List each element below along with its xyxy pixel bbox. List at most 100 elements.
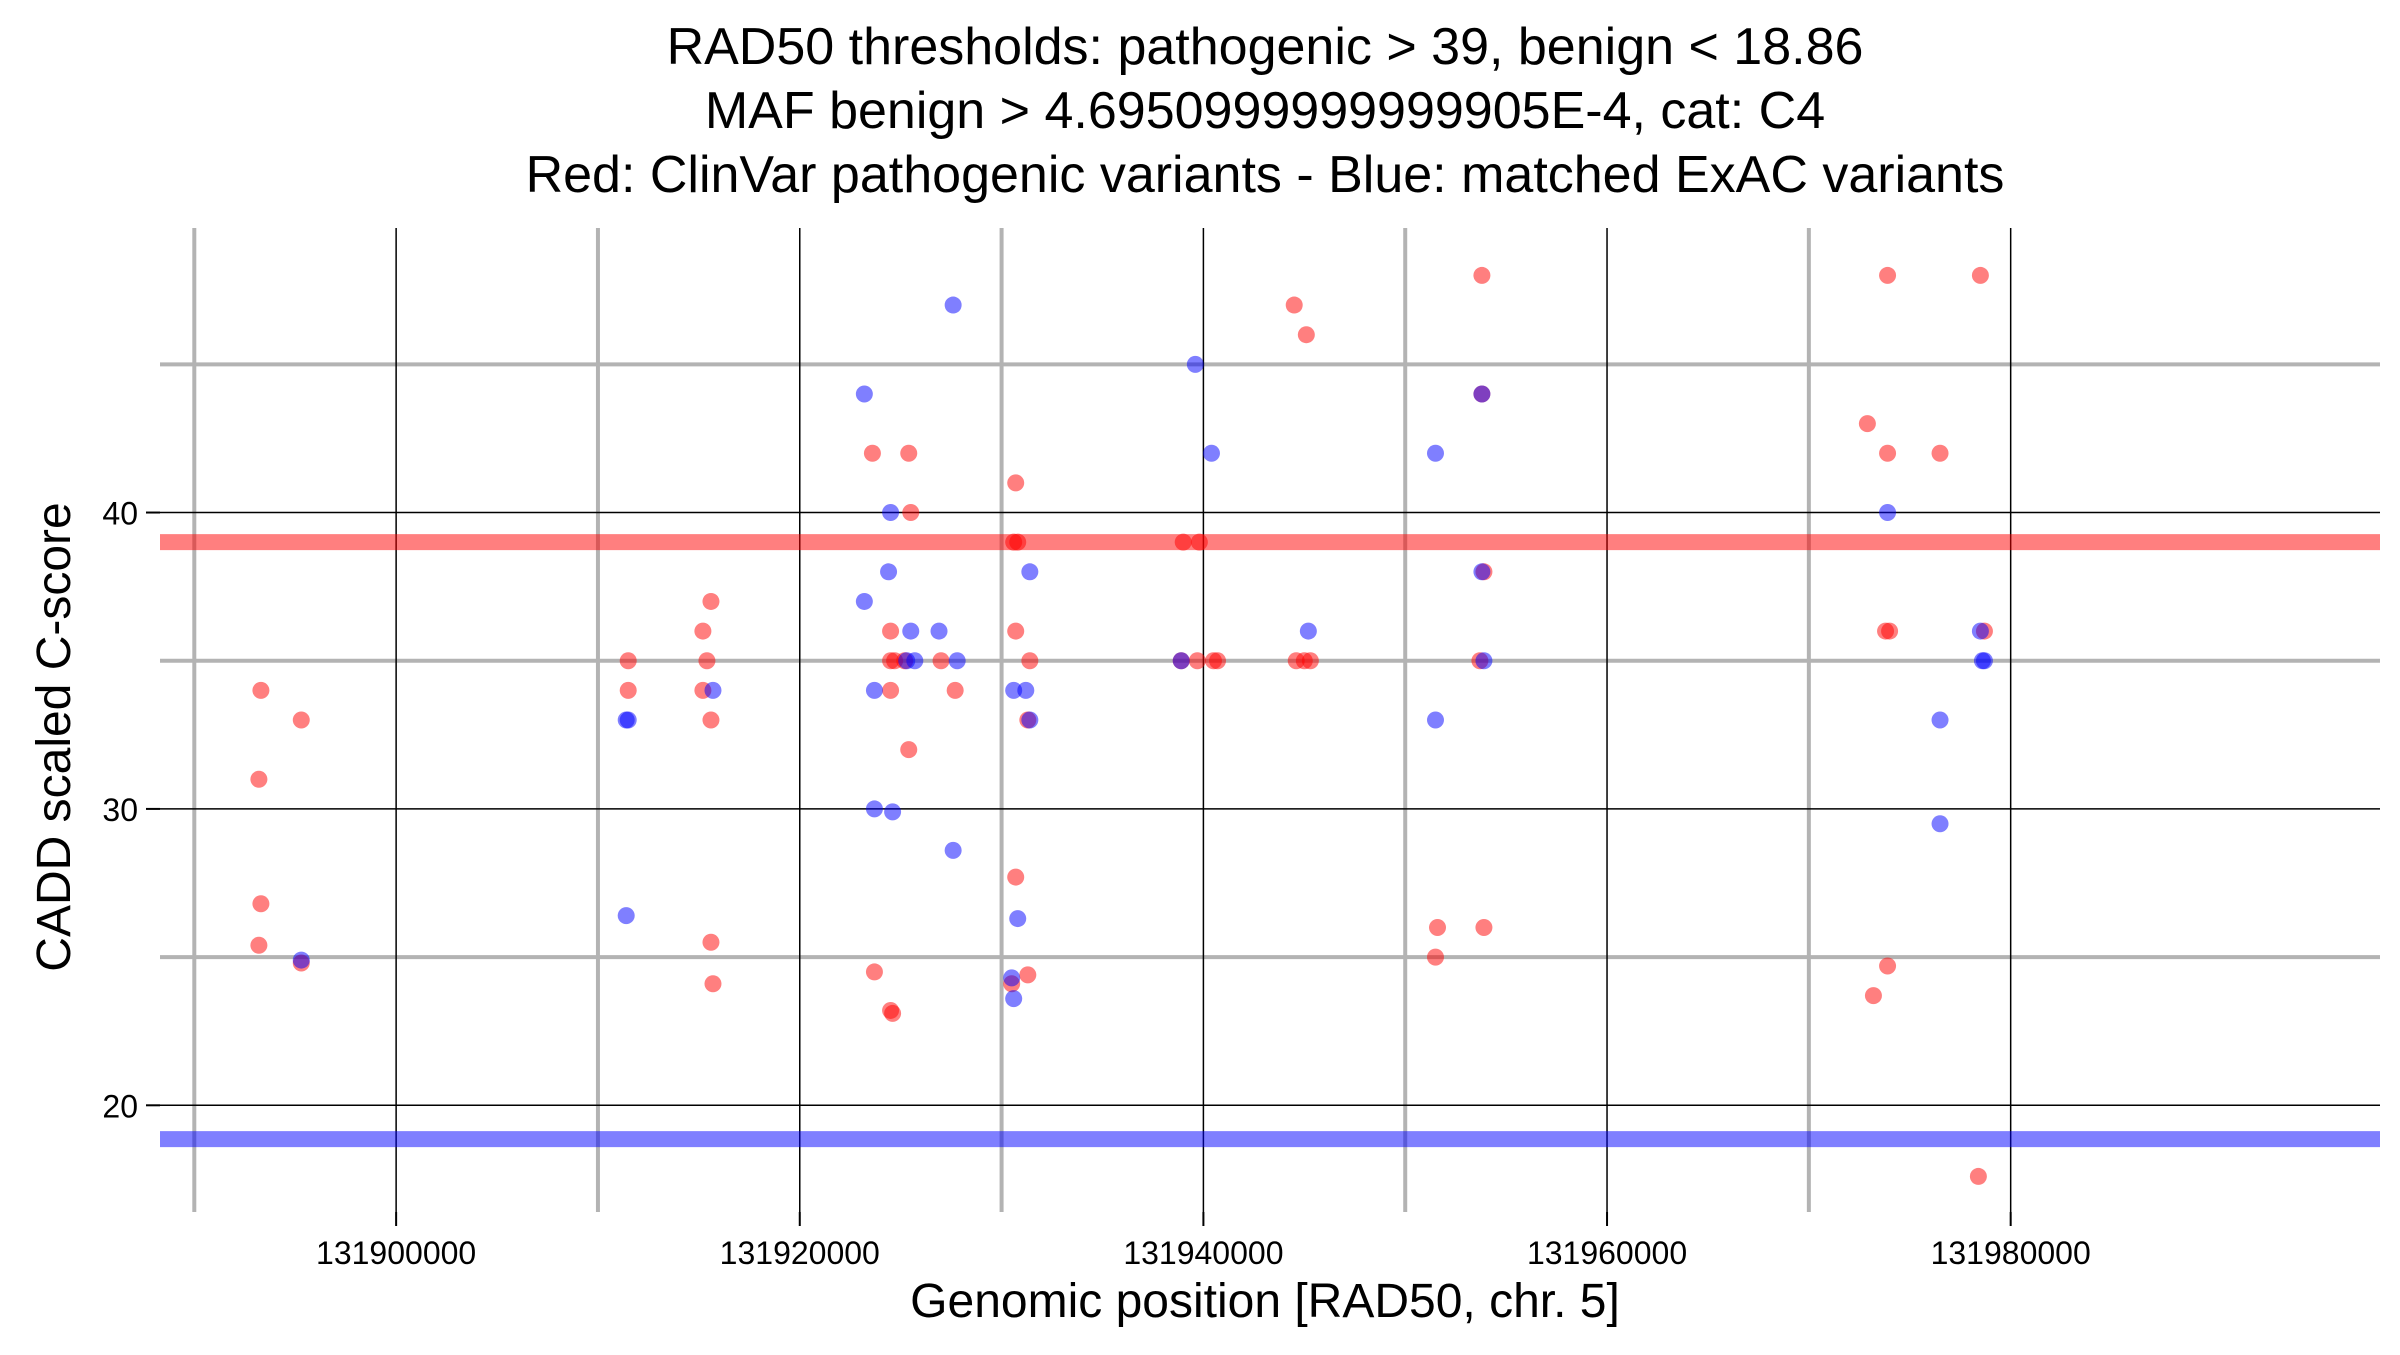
data-point: [1473, 266, 1491, 284]
data-point: [946, 681, 964, 699]
threshold-lines: [160, 534, 2380, 1148]
data-point: [702, 711, 720, 729]
data-point: [1473, 563, 1491, 581]
data-point: [944, 841, 962, 859]
data-point: [1969, 1167, 1987, 1185]
data-point: [1475, 652, 1493, 670]
y-tick-label: 20: [102, 1088, 138, 1124]
y-tick-label: 40: [102, 496, 138, 532]
data-point: [1021, 711, 1039, 729]
x-axis-label: Genomic position [RAD50, chr. 5]: [910, 1275, 1620, 1328]
data-point: [900, 444, 918, 462]
data-point: [865, 681, 883, 699]
data-point: [1186, 355, 1204, 373]
x-tick-label: 131920000: [720, 1235, 880, 1271]
data-point: [884, 803, 902, 821]
data-point: [704, 975, 722, 993]
data-point: [1021, 652, 1039, 670]
data-point: [704, 681, 722, 699]
data-point: [1475, 918, 1493, 936]
data-point: [882, 622, 900, 640]
y-axis: 20 30 40: [102, 496, 160, 1124]
data-point: [902, 622, 920, 640]
x-tick-label: 131960000: [1527, 1235, 1687, 1271]
data-point: [944, 296, 962, 314]
data-point: [1971, 622, 1989, 640]
data-point: [1426, 711, 1444, 729]
data-point: [884, 1004, 902, 1022]
data-point: [702, 592, 720, 610]
data-point: [865, 800, 883, 818]
minor-gridlines: [160, 228, 2380, 1212]
data-point: [1285, 296, 1303, 314]
y-tick-label: 30: [102, 792, 138, 828]
data-point: [1297, 326, 1315, 344]
data-point: [1007, 474, 1025, 492]
data-point: [906, 652, 924, 670]
x-axis: 131900000 131920000 131940000 131960000 1319…: [316, 1212, 2091, 1271]
data-point: [1009, 533, 1027, 551]
data-point: [900, 741, 918, 759]
chart-title-line-1: RAD50 thresholds: pathogenic > 39, benig…: [667, 18, 1864, 76]
data-point: [1019, 966, 1037, 984]
data-point: [698, 652, 716, 670]
data-point: [1301, 652, 1319, 670]
data-point: [1881, 622, 1899, 640]
data-point: [855, 385, 873, 403]
data-point: [880, 563, 898, 581]
data-point: [1429, 918, 1447, 936]
data-point: [1931, 711, 1949, 729]
data-point: [252, 895, 270, 913]
y-axis-label: CADD scaled C-score: [28, 502, 81, 971]
data-point: [292, 951, 310, 969]
data-point: [1931, 815, 1949, 833]
data-point: [1005, 990, 1023, 1008]
x-tick-label: 131980000: [1931, 1235, 2091, 1271]
data-point: [1426, 948, 1444, 966]
data-point: [1017, 681, 1035, 699]
data-point: [1879, 266, 1897, 284]
data-point: [1172, 652, 1190, 670]
x-tick-label: 131940000: [1123, 1235, 1283, 1271]
data-point: [948, 652, 966, 670]
data-point: [1005, 681, 1023, 699]
data-point: [882, 681, 900, 699]
data-point: [1973, 652, 1991, 670]
data-point: [1190, 533, 1208, 551]
major-gridlines: [160, 228, 2380, 1212]
data-point: [1299, 622, 1317, 640]
data-point: [863, 444, 881, 462]
data-point: [1858, 415, 1876, 433]
chart-title-line-2: MAF benign > 4.6950999999999905E-4, cat:…: [705, 82, 1825, 140]
data-point: [702, 933, 720, 951]
data-point: [1007, 868, 1025, 886]
data-point: [1021, 563, 1039, 581]
data-point: [1007, 622, 1025, 640]
data-point: [694, 622, 712, 640]
data-point: [1202, 444, 1220, 462]
x-tick-label: 131900000: [316, 1235, 476, 1271]
data-point: [882, 504, 900, 522]
data-points: [250, 266, 1993, 1185]
data-point: [865, 963, 883, 981]
data-point: [1864, 987, 1882, 1005]
data-point: [1879, 444, 1897, 462]
data-point: [902, 504, 920, 522]
chart-title: RAD50 thresholds: pathogenic > 39, benig…: [526, 18, 2005, 204]
data-point: [1009, 910, 1027, 928]
data-point: [1971, 266, 1989, 284]
data-point: [1188, 652, 1206, 670]
data-point: [619, 711, 637, 729]
chart-title-line-3: Red: ClinVar pathogenic variants - Blue:…: [526, 146, 2005, 204]
data-point: [619, 681, 637, 699]
data-point: [932, 652, 950, 670]
data-point: [619, 652, 637, 670]
data-point: [617, 907, 635, 925]
data-point: [1003, 969, 1021, 987]
data-point: [1879, 957, 1897, 975]
data-point: [1209, 652, 1227, 670]
data-point: [250, 936, 268, 954]
data-point: [930, 622, 948, 640]
data-point: [252, 681, 270, 699]
